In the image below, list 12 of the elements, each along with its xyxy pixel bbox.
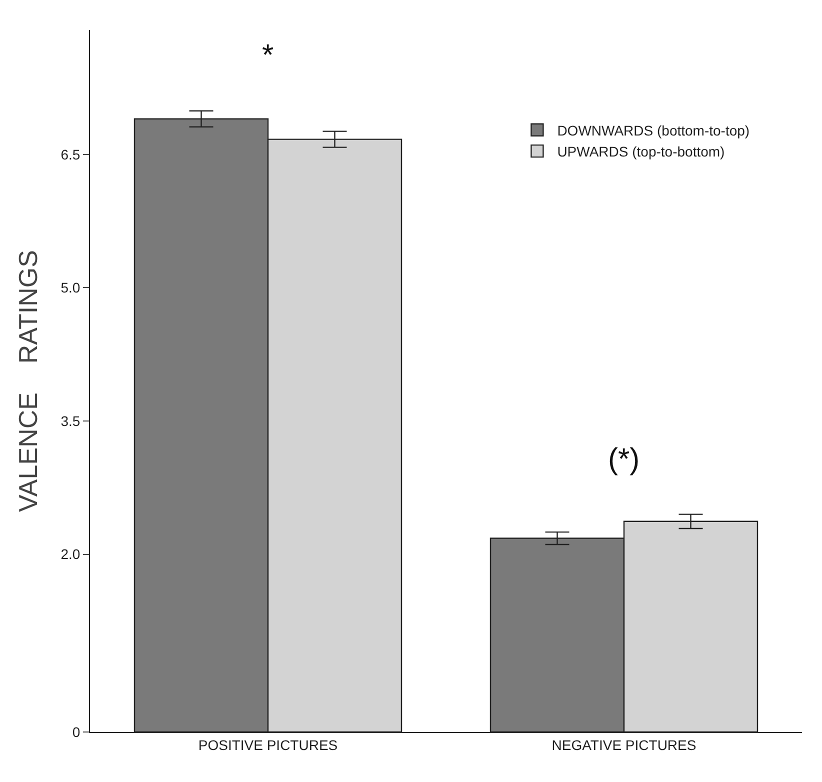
x-tick-label: NEGATIVE PICTURES	[552, 736, 696, 753]
annotation: *	[262, 39, 274, 72]
annotation: (*)	[608, 443, 640, 476]
y-tick-label: 0	[72, 724, 80, 740]
x-tick-label: POSITIVE PICTURES	[198, 736, 338, 753]
legend-label: UPWARDS (top-to-bottom)	[557, 144, 725, 160]
y-tick-label: 5.0	[60, 280, 80, 296]
y-axis-title: VALENCE RATINGS	[13, 250, 44, 512]
y-tick-label: 3.5	[60, 412, 80, 429]
y-tick-label: 2.0	[60, 546, 80, 562]
y-tick-label: 6.5	[60, 146, 80, 162]
legend-label: DOWNWARDS (bottom-to-top)	[557, 122, 750, 138]
